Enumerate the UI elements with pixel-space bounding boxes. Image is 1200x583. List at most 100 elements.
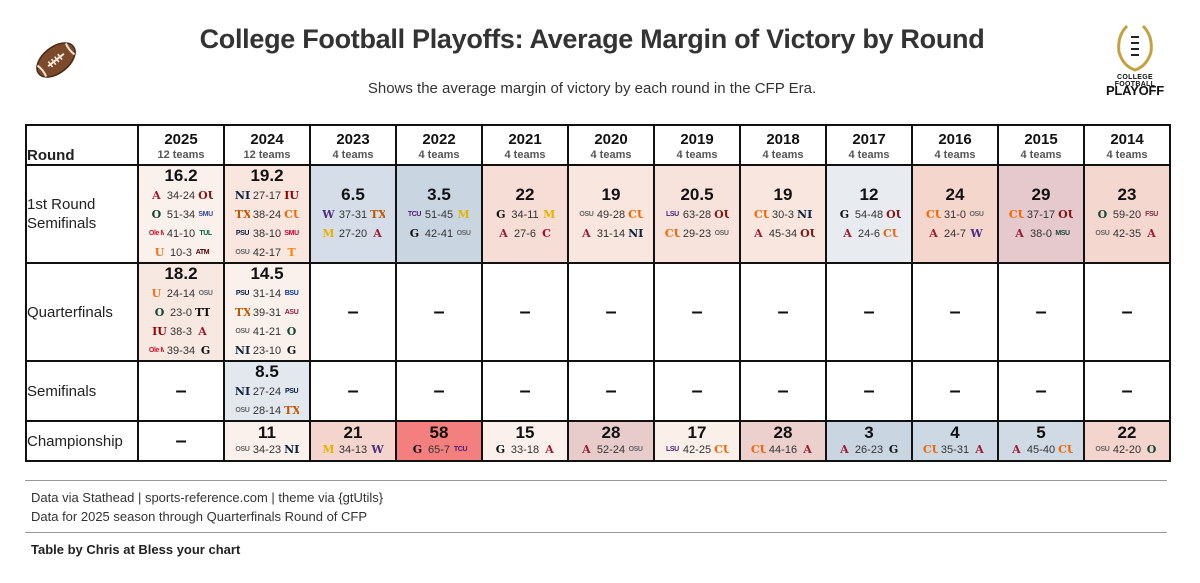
average-margin-value: 8.5	[255, 362, 279, 381]
game-result: OSU 42-35 A	[1085, 224, 1169, 243]
game-score: 44-16	[768, 444, 798, 456]
loser-logo: A	[975, 443, 984, 456]
average-margin-value: 23	[1117, 185, 1137, 204]
year-label: 2024	[250, 131, 284, 148]
year-header: 2021 4 teams	[481, 124, 569, 166]
teams-count: 4 teams	[1106, 149, 1148, 161]
average-margin-value: 17	[687, 423, 707, 442]
table-cell: –	[395, 360, 483, 422]
game-result: LSU 42-25 CU	[655, 442, 739, 458]
game-result: TX 39-31 ASU	[225, 303, 309, 322]
table-cell: 14.5 PSU 31-14 BSU TX 39-31 ASU OSU 41-21 O ND 23-1…	[223, 262, 311, 362]
loser-logo: TX	[284, 403, 300, 417]
loser-logo: IU	[284, 188, 299, 202]
table-row: 1st Round Semifinals 16.2 A 34-24 OU O 51-34 SM…	[25, 164, 1171, 264]
no-games-dash: –	[863, 379, 875, 402]
loser-logo: TCU	[453, 446, 468, 453]
year-label: 2023	[336, 131, 370, 148]
winner-logo: G	[412, 443, 423, 456]
no-games-dash: –	[949, 300, 961, 323]
teams-count: 12 teams	[157, 149, 205, 161]
no-games-dash: –	[175, 379, 187, 402]
loser-logo: OSU	[628, 446, 643, 453]
footer-divider	[25, 480, 1167, 481]
loser-logo: MSU	[1055, 229, 1070, 237]
year-label: 2017	[852, 131, 886, 148]
game-score: 42-20	[1112, 444, 1142, 456]
table-cell: 6.5 W 37-31 TX M 27-20 A	[309, 164, 397, 264]
no-games-dash: –	[175, 429, 187, 452]
loser-logo: CU	[883, 226, 899, 240]
winner-logo: CU	[664, 226, 680, 240]
no-games-dash: –	[1121, 300, 1133, 323]
winner-logo: TX	[234, 207, 250, 221]
game-score: 27-20	[338, 227, 368, 240]
table-cell: 3 A 26-23 G	[825, 420, 913, 462]
winner-logo: A	[1015, 226, 1024, 240]
source-note: Data via Stathead | sports-reference.com…	[31, 490, 384, 505]
average-margin-value: 29	[1031, 185, 1051, 204]
winner-logo: U	[151, 286, 162, 300]
loser-logo: A	[198, 324, 207, 338]
winner-logo: Ole Miss	[148, 229, 164, 237]
table-cell: 58 G 65-7 TCU	[395, 420, 483, 462]
table-cell: –	[911, 360, 999, 422]
winner-logo: CU	[753, 207, 769, 221]
average-margin-value: 22	[515, 185, 535, 204]
game-result: G 65-7 TCU	[397, 442, 481, 458]
game-result: ND 23-10 G	[225, 341, 309, 360]
game-result: CU 37-17 OU	[999, 205, 1083, 224]
game-result: CU 44-16 A	[741, 442, 825, 458]
game-result: OSU 49-28 CU	[569, 205, 653, 224]
loser-logo: SMU	[284, 229, 299, 237]
winner-logo: O	[154, 305, 165, 319]
table-cell: 5 A 45-40 CU	[997, 420, 1085, 462]
average-margin-value: 3.5	[427, 185, 451, 204]
chart-title: College Football Playoffs: Average Margi…	[199, 24, 985, 54]
trophy-icon	[1117, 24, 1153, 72]
loser-logo: TUL	[199, 229, 212, 237]
table-cell: –	[481, 360, 569, 422]
game-score: 42-25	[682, 444, 712, 456]
no-games-dash: –	[949, 379, 961, 402]
game-result: M 27-20 A	[311, 224, 395, 243]
game-score: 39-31	[252, 306, 282, 319]
loser-logo: CU	[1058, 443, 1074, 456]
game-result: O 59-20 FSU	[1085, 205, 1169, 224]
game-result: G 42-41 OSU	[397, 224, 481, 243]
game-result: A 34-24 OU	[139, 186, 223, 205]
game-result: O 51-34 SMU	[139, 205, 223, 224]
teams-count: 4 teams	[762, 149, 804, 161]
winner-logo: TCU	[407, 210, 422, 218]
average-margin-value: 4	[950, 423, 960, 442]
year-label: 2021	[508, 131, 542, 148]
average-margin-value: 15	[515, 423, 535, 442]
game-result: A 26-23 G	[827, 442, 911, 458]
year-header: 2019 4 teams	[653, 124, 741, 166]
winner-logo: OSU	[1095, 229, 1110, 237]
year-header: 2014 4 teams	[1083, 124, 1171, 166]
table-cell: 28 A 52-24 OSU	[567, 420, 655, 462]
winner-logo: A	[754, 226, 763, 240]
teams-count: 4 teams	[1020, 149, 1062, 161]
loser-logo: G	[286, 343, 297, 357]
table-cell: –	[1083, 360, 1171, 422]
game-result: IU 38-3 A	[139, 322, 223, 341]
table-cell: –	[395, 262, 483, 362]
table-cell: –	[997, 360, 1085, 422]
game-score: 38-0	[1029, 227, 1053, 240]
table-cell: –	[825, 262, 913, 362]
game-score: 24-14	[166, 287, 196, 300]
game-score: 33-18	[510, 444, 540, 456]
loser-logo: OSU	[456, 229, 471, 237]
average-margin-value: 5	[1036, 423, 1046, 442]
game-result: CU 29-23 OSU	[655, 224, 739, 243]
year-header: 2017 4 teams	[825, 124, 913, 166]
winner-logo: A	[929, 226, 938, 240]
table-cell: 21 M 34-13 W	[309, 420, 397, 462]
game-score: 41-10	[166, 227, 196, 240]
table-cell: –	[481, 262, 569, 362]
table-cell: 3.5 TCU 51-45 M G 42-41 OSU	[395, 164, 483, 264]
game-score: 34-11	[511, 208, 539, 221]
